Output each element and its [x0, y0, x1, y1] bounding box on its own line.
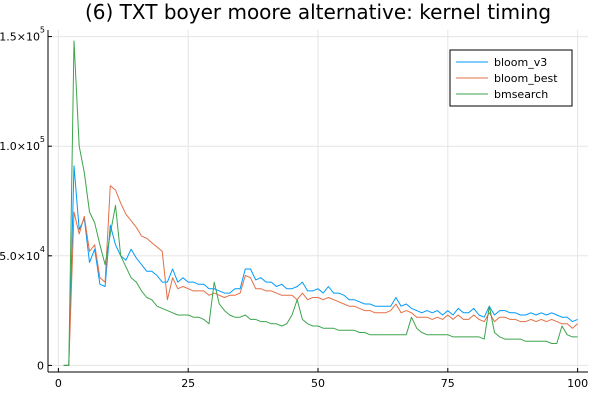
y-tick-exponent: 4	[40, 245, 45, 254]
series-line-bmsearch	[63, 40, 578, 366]
series-line-bloom_best	[63, 185, 578, 366]
y-tick-label: 1.0×10	[0, 140, 40, 153]
grid-layer	[48, 30, 588, 372]
y-tick-label: 1.5×10	[0, 31, 40, 44]
y-tick-exponent: 5	[40, 135, 45, 144]
series-layer	[63, 40, 578, 366]
x-tick-label: 50	[311, 377, 325, 390]
chart-title: (6) TXT boyer moore alternative: kernel …	[85, 0, 551, 24]
y-tick-exponent: 5	[40, 26, 45, 35]
y-tick-label: 0	[37, 359, 44, 372]
legend-label: bloom_best	[494, 72, 558, 85]
x-tick-label: 100	[567, 377, 588, 390]
y-tick-label: 5.0×10	[0, 250, 40, 263]
series-line-bloom_v3	[63, 165, 578, 366]
legend: bloom_v3 bloom_best bmsearch	[449, 49, 573, 107]
legend-label: bloom_v3	[494, 56, 547, 69]
x-tick-label: 0	[55, 377, 62, 390]
x-tick-label: 75	[441, 377, 455, 390]
legend-label: bmsearch	[494, 88, 548, 101]
x-tick-label: 25	[181, 377, 195, 390]
